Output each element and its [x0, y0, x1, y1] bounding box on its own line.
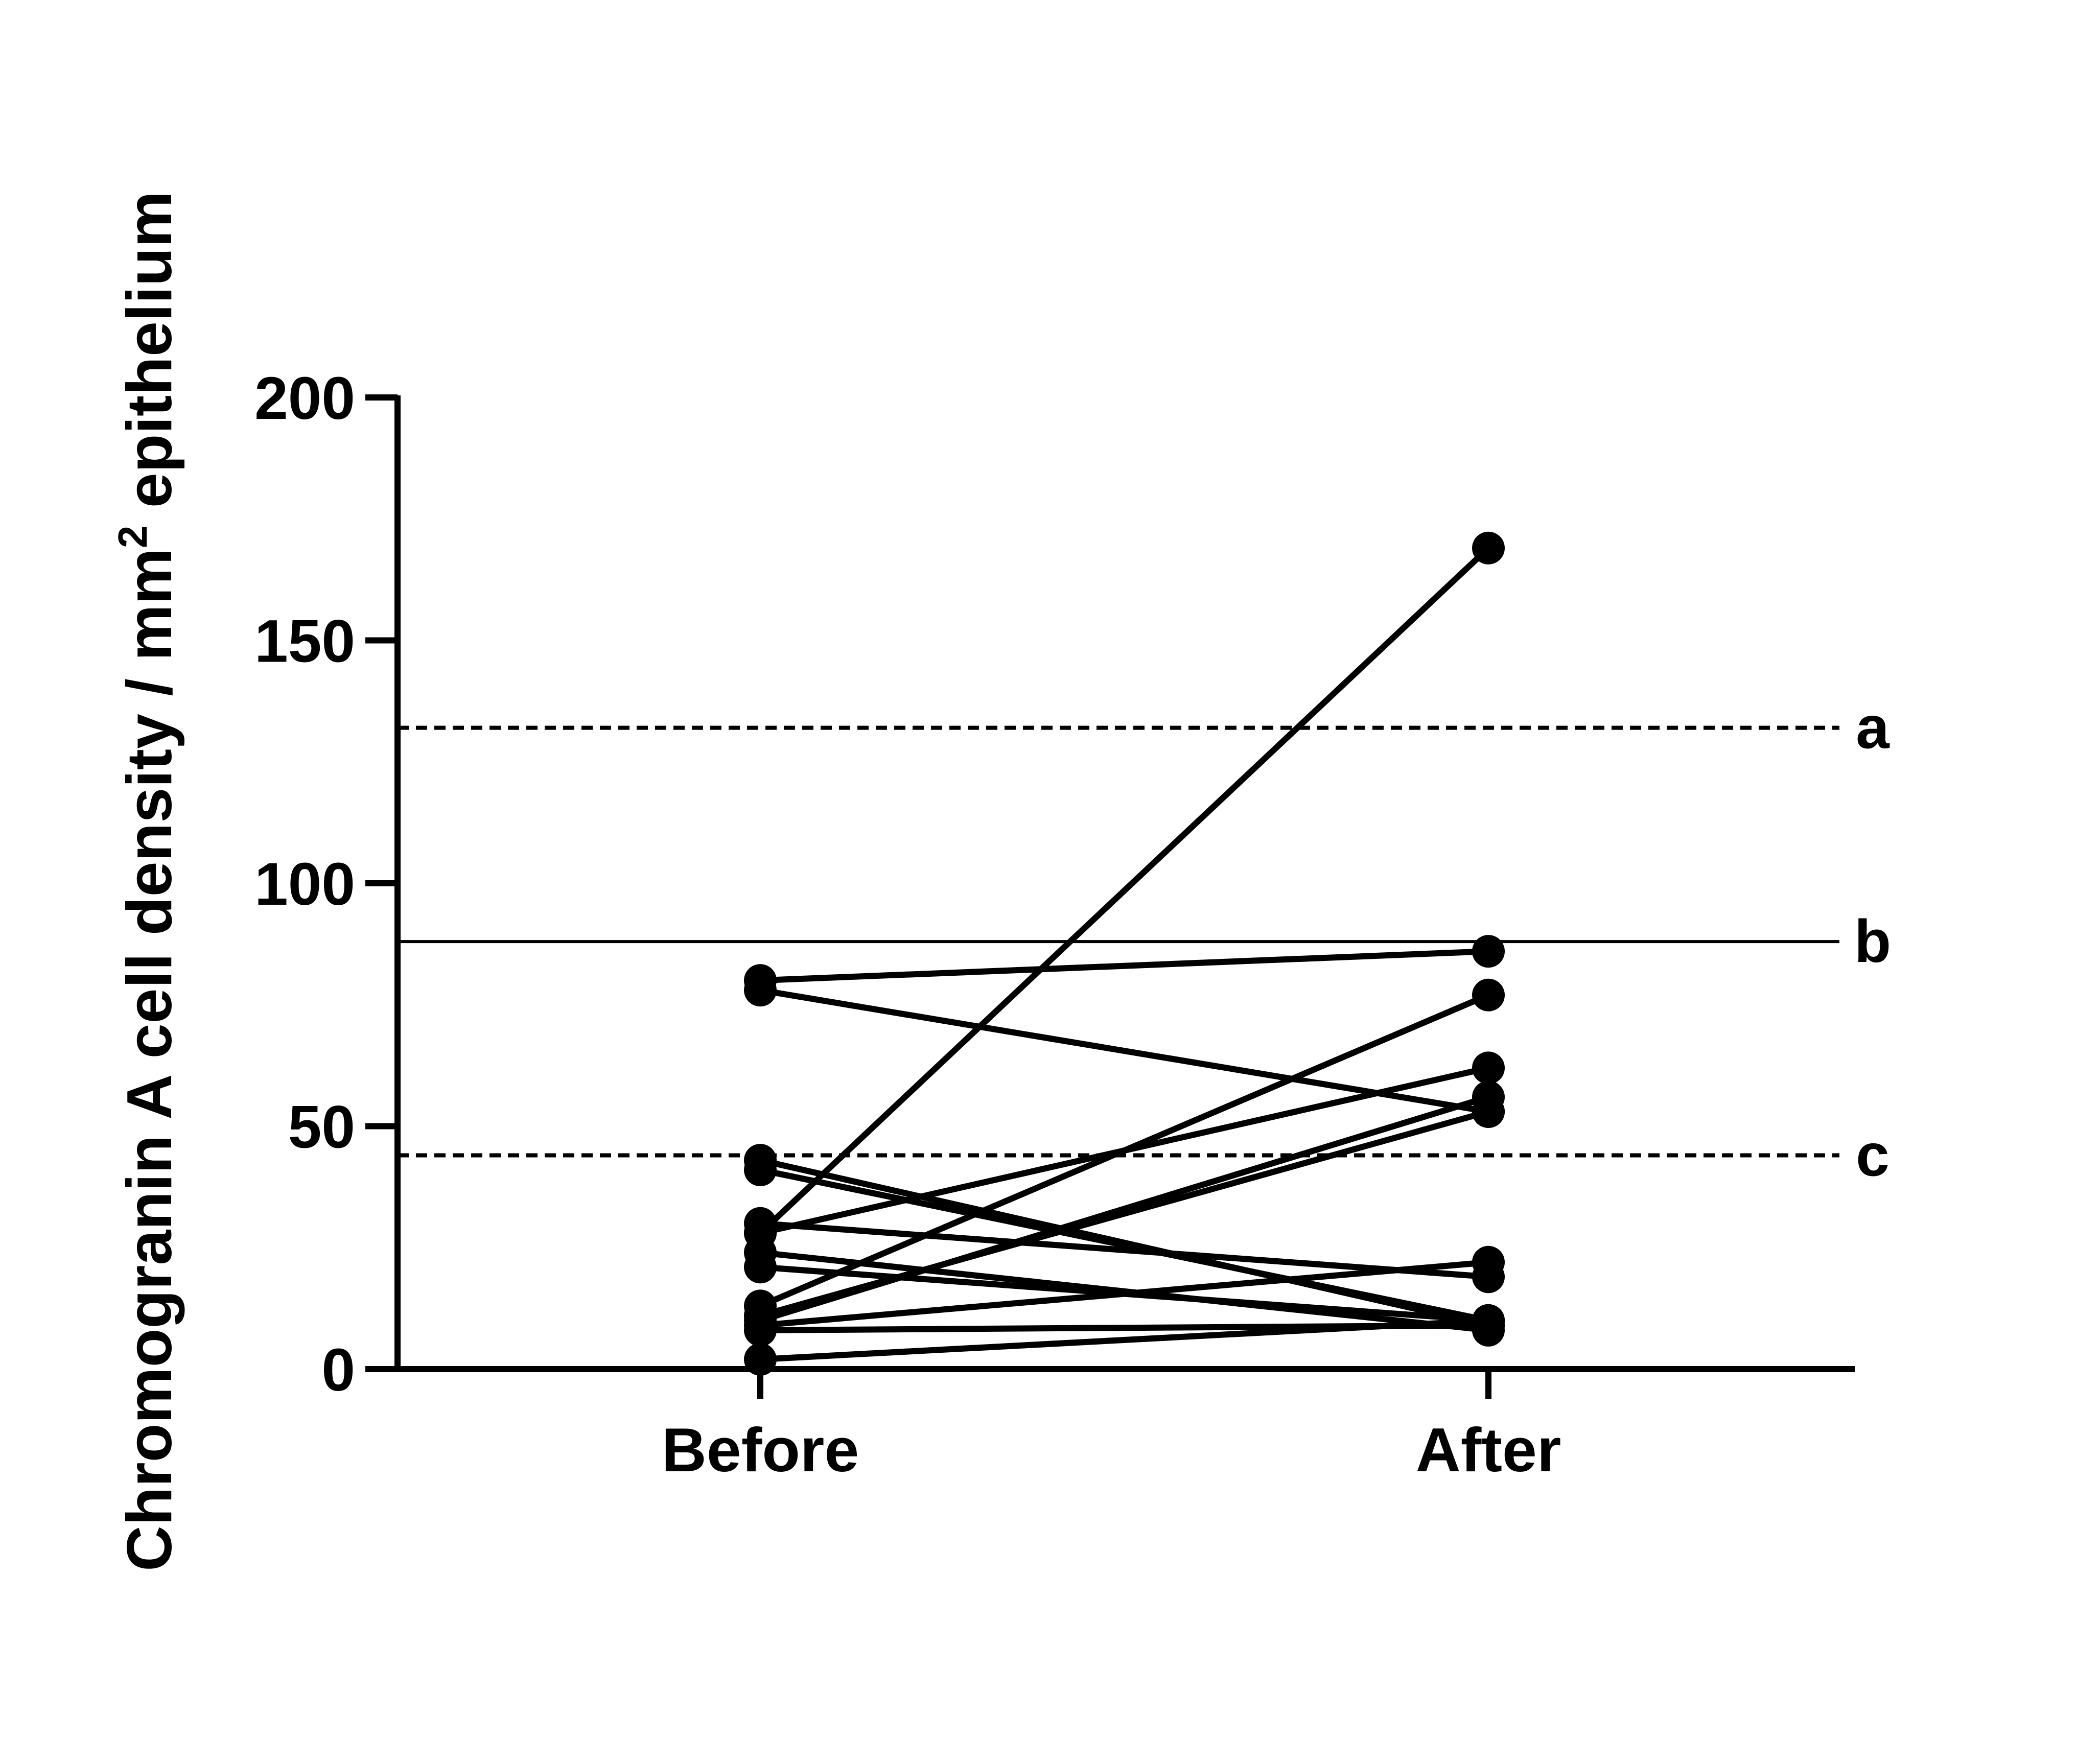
point-after-1: [1472, 531, 1505, 565]
point-before-10: [744, 1207, 777, 1240]
series-line-3: [757, 987, 1491, 1115]
x-tick-label-before: Before: [662, 1415, 859, 1485]
series-line-10: [757, 1220, 1491, 1280]
y-tick-label-150: 150: [254, 608, 355, 675]
y-tick-label-0: 0: [321, 1336, 355, 1404]
y-axis-title-superscript: 2: [110, 526, 155, 549]
y-axis-title: Chromogranin A cell density / mm2 epithe…: [110, 191, 185, 1571]
series-lines: [757, 545, 1491, 1362]
point-before-9: [744, 1154, 777, 1187]
labels: a b c 0 50 100 150 200 Before After: [254, 365, 1891, 1485]
series-line-13: [757, 1259, 1491, 1329]
series-line-2: [757, 948, 1491, 984]
x-tick-label-after: After: [1416, 1415, 1561, 1485]
point-before-15: [744, 1343, 777, 1376]
point-before-3: [744, 974, 777, 1007]
point-after-4: [1472, 978, 1505, 1012]
y-axis-title-main: Chromogranin A cell density / mm: [114, 548, 185, 1571]
series-line-9: [757, 1167, 1491, 1324]
series-line-1: [757, 545, 1491, 1236]
series-line-5: [757, 1065, 1491, 1236]
point-after-15: [1472, 1304, 1505, 1337]
reference-lines: [398, 725, 1839, 1158]
point-after-2: [1472, 935, 1505, 968]
point-after-13: [1472, 1245, 1505, 1279]
series-line-7: [757, 1108, 1491, 1319]
point-after-7: [1472, 1095, 1505, 1128]
y-axis-title-suffix: epithelium: [114, 191, 185, 526]
y-tick-label-200: 200: [254, 365, 355, 432]
point-before-12: [744, 1251, 777, 1284]
series-line-15: [757, 1317, 1491, 1362]
data-points: [744, 531, 1505, 1376]
reference-label-a: a: [1856, 694, 1890, 762]
axes: [365, 394, 1855, 1399]
point-after-5: [1472, 1051, 1505, 1085]
y-tick-label-50: 50: [288, 1094, 355, 1161]
reference-label-c: c: [1856, 1122, 1890, 1189]
reference-label-b: b: [1854, 908, 1891, 975]
y-tick-label-100: 100: [254, 851, 355, 918]
point-before-14: [744, 1313, 777, 1347]
